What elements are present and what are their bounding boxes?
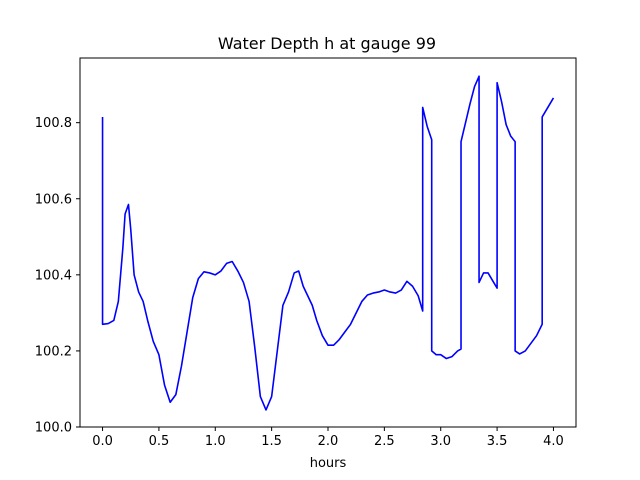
y-tick-label: 100.0	[35, 421, 72, 436]
x-tick-label: 2.5	[374, 434, 395, 449]
x-axis-ticks: 0.0 0.5 1.0 1.5 2.0 2.5 3.0 3.5 4.0	[92, 427, 564, 449]
x-tick-label: 1.0	[205, 434, 226, 449]
x-tick-label: 1.5	[261, 434, 282, 449]
chart-title: Water Depth h at gauge 99	[218, 34, 436, 53]
x-tick-label: 2.0	[318, 434, 339, 449]
y-tick-label: 100.2	[35, 344, 72, 359]
x-tick-label: 0.0	[92, 434, 113, 449]
x-tick-label: 0.5	[149, 434, 170, 449]
plot-frame	[79, 57, 577, 428]
y-tick-label: 100.8	[35, 116, 72, 131]
y-tick-label: 100.4	[35, 268, 72, 283]
x-tick-label: 4.0	[543, 434, 564, 449]
y-axis-ticks: 100.0 100.2 100.4 100.6 100.8	[35, 116, 80, 436]
y-tick-label: 100.6	[35, 192, 72, 207]
series-layer	[101, 75, 555, 411]
series-line	[101, 75, 555, 411]
x-axis-label: hours	[310, 456, 347, 471]
x-tick-label: 3.0	[430, 434, 451, 449]
x-tick-label: 3.5	[487, 434, 508, 449]
